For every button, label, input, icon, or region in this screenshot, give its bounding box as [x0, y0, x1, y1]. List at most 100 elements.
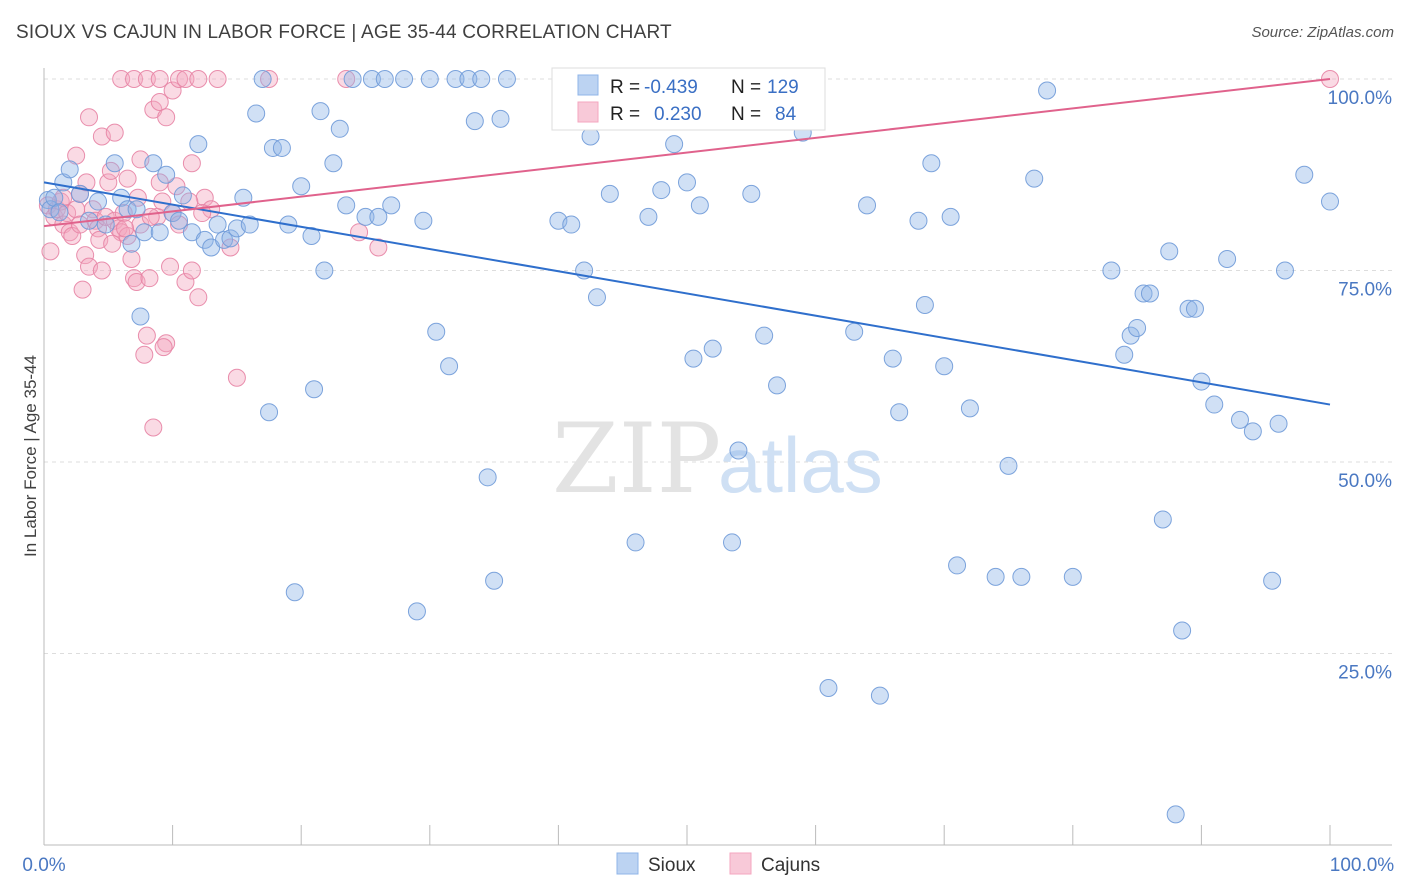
sioux-point — [215, 230, 234, 249]
cajuns-trend-line — [43, 78, 1331, 228]
cajuns-point — [144, 418, 163, 437]
sioux-point — [240, 215, 259, 234]
sioux-point — [330, 119, 349, 138]
sioux-point — [626, 533, 645, 552]
sioux-point — [1012, 567, 1031, 586]
sioux-point — [382, 196, 401, 215]
cajuns-point — [208, 70, 227, 88]
sioux-point — [420, 70, 439, 88]
sioux-point — [60, 160, 79, 179]
sioux-point — [1121, 326, 1140, 345]
cajuns-point — [41, 242, 60, 261]
sioux-point — [356, 207, 375, 226]
sioux-point — [1243, 422, 1262, 441]
cajuns-point — [137, 70, 156, 88]
legend-n-value-cajuns: 84 — [775, 104, 797, 125]
legend-n-value-sioux: 129 — [767, 77, 799, 98]
cajuns-point — [170, 70, 189, 88]
sioux-point — [1218, 250, 1237, 269]
cajuns-point — [105, 123, 124, 142]
cajuns-point — [161, 257, 180, 276]
sioux-point — [1128, 318, 1147, 337]
y-tick-labels: 25.0% 50.0% 75.0% 100.0% — [1328, 88, 1393, 684]
sioux-point — [1230, 410, 1249, 429]
sioux-point — [50, 203, 69, 222]
cajuns-point — [71, 215, 90, 234]
legend-swatch-cajuns — [577, 101, 599, 123]
cajuns-point — [150, 70, 169, 88]
sioux-point — [135, 223, 154, 242]
sioux-point — [1321, 192, 1339, 211]
cajuns-point — [92, 261, 111, 280]
cajuns-point — [103, 234, 122, 253]
sioux-point — [221, 229, 240, 248]
cajuns-point — [189, 288, 208, 307]
sioux-point — [292, 177, 311, 196]
sioux-point — [472, 70, 491, 88]
sioux-point — [375, 70, 394, 88]
sioux-point — [315, 261, 334, 280]
cajuns-point — [116, 219, 135, 238]
sioux-point — [285, 583, 304, 602]
cajuns-point — [227, 368, 246, 387]
sioux-point — [986, 567, 1005, 586]
sioux-point — [253, 70, 272, 88]
watermark-zip: ZIP — [552, 403, 721, 515]
sioux-point — [302, 227, 321, 246]
legend-r-label-sioux: R = — [610, 77, 640, 98]
sioux-point — [652, 181, 671, 200]
watermark-atlas: atlas — [718, 421, 883, 509]
sioux-point — [1179, 299, 1198, 318]
sioux-point — [362, 70, 381, 88]
bottom-legend-label-cajuns: Cajuns — [761, 855, 820, 876]
sioux-point — [600, 184, 619, 203]
legend-n-label-cajuns: N = — [731, 104, 761, 125]
cajuns-point — [163, 81, 182, 100]
sioux-point — [845, 322, 864, 341]
cajuns-point — [154, 338, 173, 357]
cajuns-point — [54, 188, 73, 207]
cajuns-point — [337, 70, 356, 88]
sioux-point — [260, 403, 279, 422]
sioux-point — [195, 230, 214, 249]
y-tick-label: 50.0% — [1338, 471, 1392, 492]
sioux-point — [272, 138, 291, 157]
sioux-point — [870, 686, 889, 705]
sioux-point — [247, 104, 266, 123]
bottom-legend-swatch-cajuns — [729, 852, 752, 875]
sioux-point — [1063, 567, 1082, 586]
cajuns-point — [157, 108, 176, 127]
sioux-point — [131, 307, 150, 326]
sioux-point — [440, 357, 459, 376]
sioux-point — [1134, 284, 1153, 303]
cajuns-point — [112, 70, 131, 88]
sioux-point — [263, 138, 282, 157]
bottom-legend-swatch-sioux — [616, 852, 639, 875]
sioux-point — [1263, 571, 1282, 590]
sioux-point — [684, 349, 703, 368]
x-tick-label-max: 100.0% — [1330, 855, 1395, 876]
sioux-point — [639, 207, 658, 226]
sioux-point — [1153, 510, 1172, 529]
sioux-point — [1166, 805, 1185, 824]
cajuns-point — [80, 108, 99, 127]
sioux-point — [395, 70, 414, 88]
sioux-point — [678, 173, 696, 192]
sioux-point — [343, 70, 362, 88]
cajuns-point — [122, 250, 141, 269]
sioux-point — [305, 380, 324, 399]
sioux-point — [1275, 261, 1294, 280]
cajuns-point — [150, 92, 169, 111]
sioux-point — [491, 109, 510, 128]
sioux-point — [337, 196, 356, 215]
sioux-point — [189, 135, 208, 154]
sioux-point — [1295, 165, 1314, 184]
sioux-point — [960, 399, 979, 418]
x-tick-marks — [43, 825, 1331, 845]
sioux-point — [1102, 261, 1121, 280]
sioux-point — [144, 154, 163, 173]
sioux-point — [999, 456, 1018, 475]
sioux-point — [324, 154, 343, 173]
cajuns-point — [176, 272, 195, 291]
cajuns-point — [58, 204, 77, 223]
